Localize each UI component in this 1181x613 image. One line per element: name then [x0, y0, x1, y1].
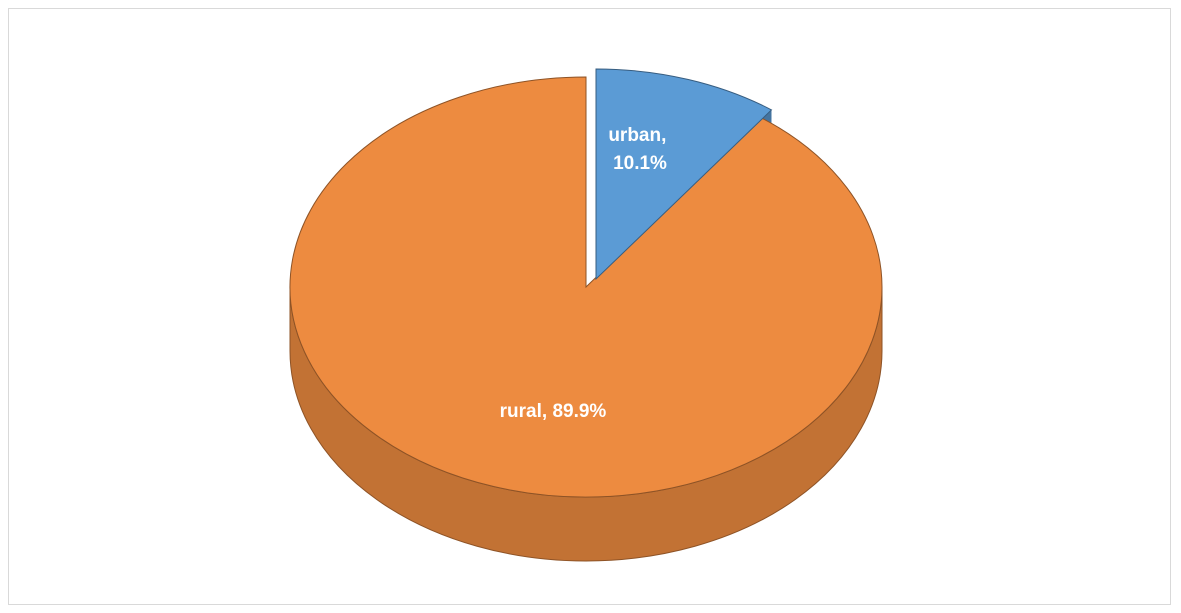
data-label-urban-value: 10.1%: [613, 153, 667, 174]
data-label-rural: rural, 89.9%: [500, 401, 607, 422]
pie-slice-rural: [289, 76, 883, 498]
pie-slice-urban: [595, 68, 773, 281]
data-label-urban: urban, 10.1%: [608, 125, 671, 174]
pie-layer: [289, 68, 883, 562]
data-label-urban-name: urban,: [608, 125, 666, 146]
